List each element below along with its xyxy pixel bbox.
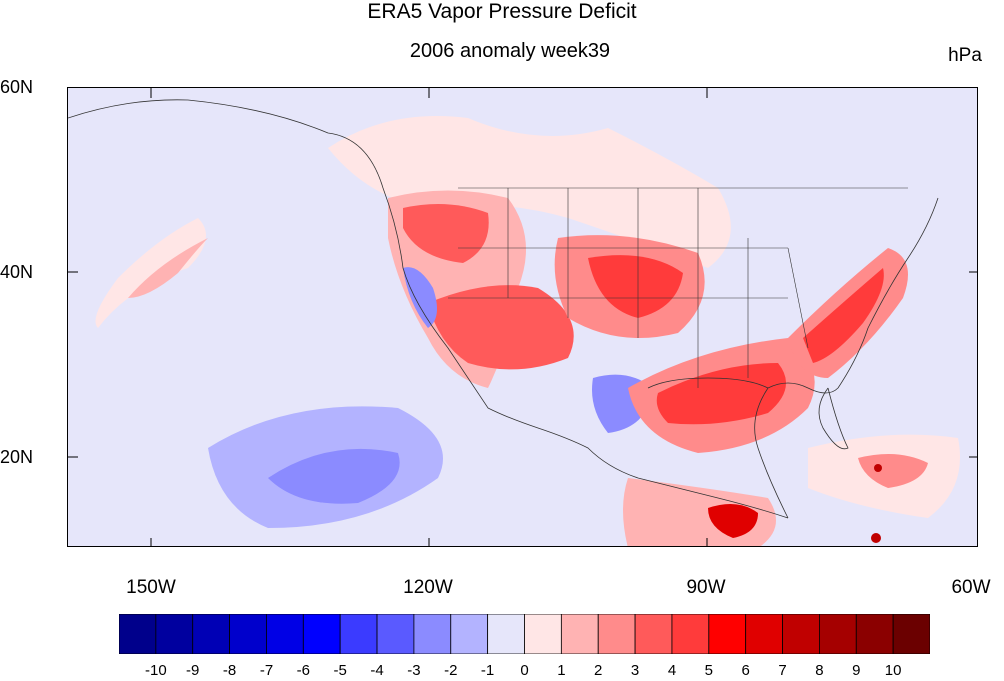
colorbar-swatch <box>671 614 710 654</box>
caribbean-core <box>858 454 928 488</box>
lat-label-20n: 20N <box>0 447 34 467</box>
caribbean-max <box>874 464 882 472</box>
colorbar-tick-label: -9 <box>186 662 200 679</box>
lon-label-90w: 90W <box>686 577 726 598</box>
colorbar-tick-label: -8 <box>222 662 237 679</box>
state-borders <box>448 187 908 388</box>
south-caribbean-max <box>871 533 881 543</box>
colorbar-swatch <box>376 614 415 654</box>
colorbar-tick-label: -2 <box>444 662 458 679</box>
colorbar-swatch <box>524 614 562 654</box>
colorbar-tick-label: -6 <box>296 662 310 679</box>
lon-label-120w: 120W <box>403 577 453 598</box>
colorbar-swatch <box>745 614 783 654</box>
colorbar <box>119 614 930 654</box>
map-subtitle: 2006 anomaly week39 <box>409 40 611 62</box>
colorbar-swatch <box>782 614 820 654</box>
colorbar-swatch <box>560 614 599 654</box>
colorbar-swatch <box>192 614 230 654</box>
colorbar-tick-label: 8 <box>815 662 824 679</box>
colorbar-tick-label: 1 <box>557 662 566 679</box>
map-panel <box>67 87 978 547</box>
colorbar-tick-label: 6 <box>741 662 750 679</box>
southwest-core <box>428 285 574 370</box>
axis-ticks <box>68 88 977 546</box>
colorbar-swatch <box>229 614 267 654</box>
ne-pacific-positive <box>95 218 206 328</box>
colorbar-tick-label: 2 <box>594 662 603 679</box>
canada-positive <box>328 116 731 268</box>
colorbar-tick-label: -4 <box>370 662 384 679</box>
subtropical-pacific-negative-core <box>268 448 400 504</box>
colorbar-swatch <box>119 614 157 654</box>
central-plains-core <box>588 255 683 318</box>
colorbar-tick-label: 0 <box>520 662 529 679</box>
coastlines <box>68 99 939 519</box>
lon-label-150w: 150W <box>126 577 176 598</box>
colorbar-tick-label: -5 <box>333 662 347 679</box>
colorbar-swatch <box>855 614 894 654</box>
colorbar-swatch <box>487 614 525 654</box>
colorbar-tick-label: 3 <box>630 662 640 679</box>
ne-pacific-positive-core <box>128 238 208 298</box>
colorbar-swatch <box>302 614 341 654</box>
lat-label-60n: 60N <box>0 77 34 97</box>
colorbar-tick-label: 10 <box>884 662 902 679</box>
lat-label-40n: 40N <box>0 262 34 282</box>
colorbar-tick-label: 7 <box>778 662 787 679</box>
map-title: ERA5 Vapor Pressure Deficit <box>367 0 637 23</box>
colorbar-tick-label: 9 <box>852 662 861 679</box>
colorbar-swatch <box>450 614 489 654</box>
anomaly-map <box>68 88 977 546</box>
colorbar-swatch <box>266 614 304 654</box>
colorbar-tick-label: 4 <box>667 662 677 679</box>
colorbar-swatch <box>597 614 636 654</box>
colorbar-swatch <box>634 614 673 654</box>
colorbar-tick-label: -3 <box>407 662 421 679</box>
units-label: hPa <box>948 45 982 66</box>
east-coast-core <box>803 268 884 363</box>
colorbar-tick-label: -1 <box>480 662 495 679</box>
colorbar-swatch <box>892 614 930 654</box>
lon-label-60w: 60W <box>951 577 991 598</box>
colorbar-swatch <box>708 614 747 654</box>
central-america-core <box>708 504 758 538</box>
colorbar-swatch <box>155 614 194 654</box>
colorbar-swatch <box>413 614 452 654</box>
colorbar-tick-label: -7 <box>259 662 274 679</box>
gulf-core <box>656 363 786 425</box>
colorbar-tick-label: -10 <box>145 662 167 679</box>
colorbar-swatch <box>819 614 857 654</box>
california-negative <box>403 267 437 328</box>
colorbar-swatch <box>339 614 378 654</box>
colorbar-tick-label: 5 <box>704 662 713 679</box>
